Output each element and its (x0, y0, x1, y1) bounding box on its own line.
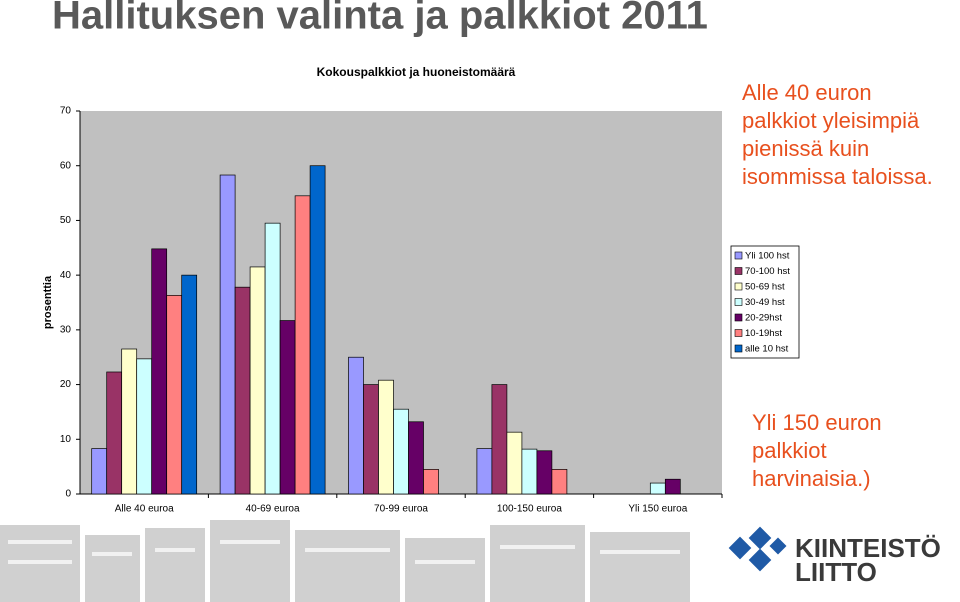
annotation: Alle 40 euron (742, 80, 872, 105)
annotation: harvinaisia.) (752, 466, 871, 491)
bar (649, 482, 666, 495)
y-tick-label: 0 (65, 489, 71, 500)
bar (408, 421, 424, 495)
legend-swatch (734, 344, 743, 353)
legend-label: 70-100 hst (745, 266, 790, 277)
buildings-decoration (0, 520, 690, 602)
bar (151, 248, 168, 495)
legend-label: 30-49 hst (745, 297, 785, 308)
bar (136, 358, 153, 495)
bar (234, 286, 251, 495)
logo-text: LIITTO (795, 557, 877, 587)
legend-swatch (734, 329, 743, 337)
bar (536, 450, 553, 495)
legend-label: Yli 100 hst (745, 251, 790, 262)
x-tick-label: 40-69 euroa (246, 504, 300, 515)
legend-swatch (734, 251, 743, 260)
legend-swatch (734, 298, 743, 306)
annotation: pienissä kuin (742, 136, 869, 161)
legend-swatch (734, 313, 743, 322)
y-tick-label: 60 (60, 160, 72, 171)
slide-title: Hallituksen valinta ja palkkiot 2011 (52, 0, 708, 38)
legend-label: 10-19hst (745, 328, 782, 339)
bar (181, 274, 198, 495)
bar (378, 379, 394, 495)
legend-box (730, 245, 800, 359)
y-tick-label: 30 (60, 324, 72, 335)
logo-text: KIINTEISTÖ (795, 533, 941, 563)
y-axis-label: prosenttia (42, 275, 54, 329)
y-tick-label: 50 (60, 215, 72, 226)
bar (249, 266, 266, 495)
x-tick-label: Yli 150 euroa (628, 504, 687, 515)
bar (106, 371, 123, 495)
legend-label: 50-69 hst (745, 282, 785, 293)
bar (506, 431, 523, 495)
y-tick-label: 70 (60, 106, 72, 117)
bar (166, 295, 183, 495)
bar (551, 469, 568, 495)
chart-title: Kokouspalkkiot ja huoneistomäärä (317, 65, 516, 79)
y-tick-label: 20 (60, 379, 72, 390)
bar (219, 174, 236, 495)
legend-label: 20-29hst (745, 313, 782, 324)
bar (121, 348, 138, 495)
bar (91, 448, 108, 495)
bar (393, 408, 409, 495)
bar (264, 222, 281, 495)
bar (348, 356, 364, 495)
legend-label: alle 10 hst (745, 344, 789, 355)
y-tick-label: 40 (60, 270, 72, 281)
annotation: palkkiot (752, 438, 827, 463)
annotation: Yli 150 euron (752, 410, 882, 435)
annotation: isommissa taloissa. (742, 164, 933, 189)
building-windows (8, 540, 680, 564)
x-tick-label: Alle 40 euroa (115, 504, 174, 515)
logo-icon (728, 526, 787, 572)
bar (664, 478, 681, 495)
bar (521, 448, 538, 495)
annotation: palkkiot yleisimpiä (742, 108, 920, 133)
legend-swatch (734, 267, 743, 275)
bar (491, 384, 508, 495)
bar (294, 195, 311, 495)
bar (423, 469, 439, 495)
bar (363, 384, 379, 495)
bar (309, 165, 326, 495)
bar (279, 320, 296, 495)
y-tick-label: 10 (60, 434, 72, 445)
x-tick-label: 100-150 euroa (497, 504, 562, 515)
legend-swatch (734, 282, 743, 291)
bar (476, 448, 493, 495)
x-tick-label: 70-99 euroa (374, 504, 428, 515)
